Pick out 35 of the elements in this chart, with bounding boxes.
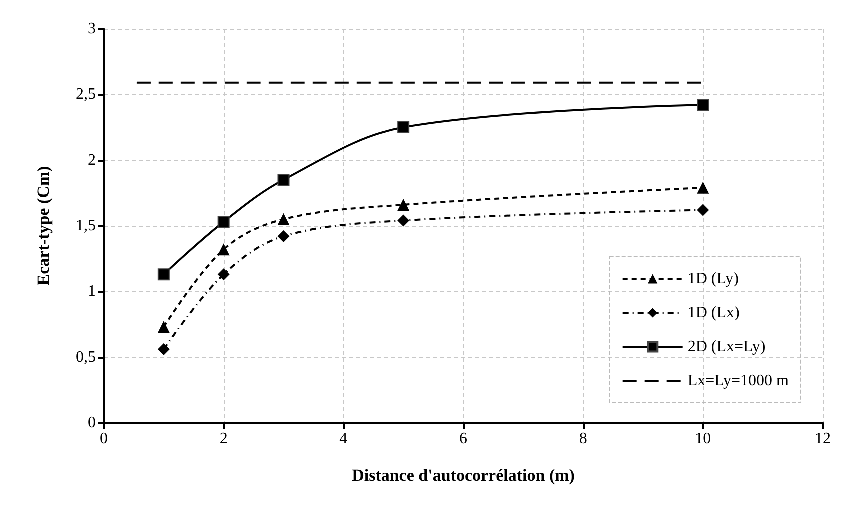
point	[158, 268, 170, 281]
point	[158, 321, 170, 334]
x-tick-label: 8	[579, 430, 588, 448]
point	[278, 213, 290, 226]
y-tick-label: 0	[88, 414, 96, 432]
point	[278, 174, 290, 186]
point	[218, 268, 230, 281]
point	[218, 244, 230, 256]
legend-label: Lx=Ly=1000 m	[688, 372, 790, 390]
point	[398, 122, 410, 134]
y-tick-label: 3	[88, 20, 96, 38]
y-tick-label: 0,5	[76, 348, 96, 366]
x-tick-label: 4	[340, 430, 348, 448]
y-tick-label: 2,5	[76, 86, 96, 104]
point	[218, 216, 230, 228]
x-tick-label: 6	[460, 430, 468, 448]
x-tick-label: 12	[815, 430, 831, 448]
point	[398, 214, 410, 227]
y-tick-label: 1,5	[76, 218, 96, 234]
legend-label: 2D (Lx=Ly)	[688, 338, 766, 356]
point	[697, 99, 710, 112]
point	[278, 230, 290, 243]
y-axis-title: Ecart-type (Cm)	[34, 166, 53, 286]
x-tick-label: 2	[220, 430, 228, 448]
y-tick-label: 2	[88, 152, 96, 169]
y-tick-label: 1	[88, 283, 96, 300]
point	[697, 204, 710, 216]
legend-label: 1D (Ly)	[688, 270, 739, 288]
point	[398, 198, 410, 211]
x-tick-label: 10	[695, 430, 712, 448]
point	[158, 343, 170, 356]
point	[697, 182, 710, 194]
legend-label: 1D (Lx)	[688, 304, 740, 322]
x-tick-label: 0	[100, 430, 108, 448]
x-axis-title: Distance d'autocorrélation (m)	[352, 466, 575, 485]
